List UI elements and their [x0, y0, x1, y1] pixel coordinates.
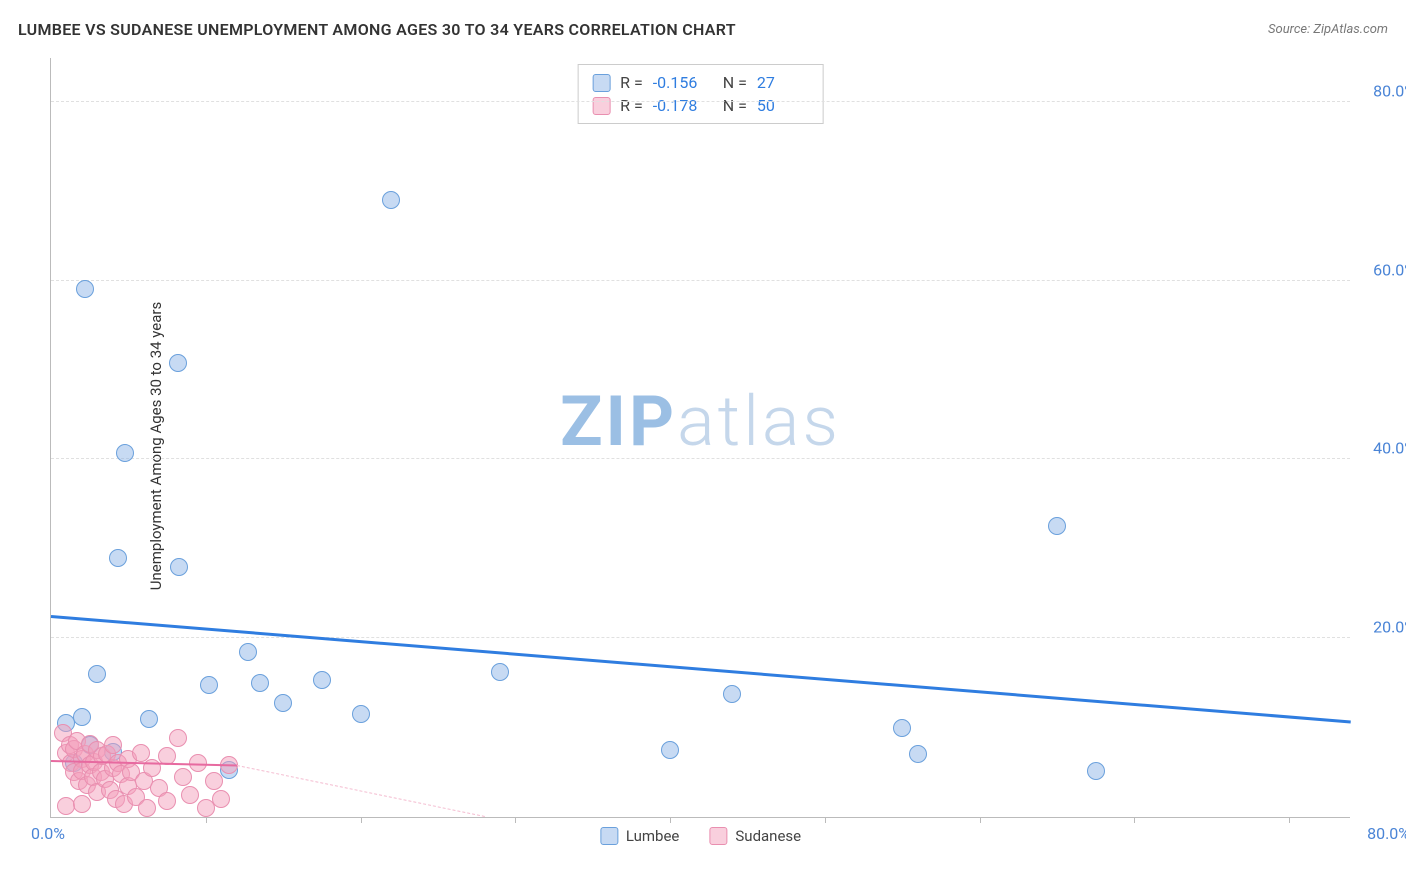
x-tick-mark [1289, 817, 1290, 823]
scatter-point [893, 719, 911, 737]
r-value: -0.178 [653, 96, 705, 115]
x-tick-mark [825, 817, 826, 823]
scatter-point [239, 643, 257, 661]
scatter-point [169, 354, 187, 372]
scatter-point [200, 676, 218, 694]
scatter-chart: ZIPatlas R =-0.156 N =27R =-0.178 N =50 … [50, 58, 1350, 818]
scatter-point [909, 745, 927, 763]
x-axis-max-label: 80.0% [1367, 824, 1406, 843]
scatter-point [723, 685, 741, 703]
scatter-point [1087, 762, 1105, 780]
y-tick-label: 40.0% [1356, 439, 1406, 458]
x-tick-mark [515, 817, 516, 823]
scatter-point [313, 671, 331, 689]
gridline-horizontal [51, 458, 1350, 459]
r-label: R = [620, 73, 643, 92]
x-tick-mark [1134, 817, 1135, 823]
scatter-point [138, 799, 156, 817]
gridline-horizontal [51, 280, 1350, 281]
scatter-point [212, 790, 230, 808]
x-axis-origin-label: 0.0% [31, 824, 65, 843]
scatter-point [251, 674, 269, 692]
r-label: R = [620, 96, 643, 115]
scatter-point [174, 768, 192, 786]
scatter-point [205, 772, 223, 790]
y-tick-label: 60.0% [1356, 260, 1406, 279]
legend-item: Sudanese [709, 827, 801, 845]
scatter-point [491, 663, 509, 681]
scatter-point [104, 736, 122, 754]
x-tick-mark [670, 817, 671, 823]
n-label: N = [715, 96, 747, 115]
x-tick-mark [206, 817, 207, 823]
n-value: 50 [757, 96, 809, 115]
scatter-point [1048, 517, 1066, 535]
legend-swatch [709, 827, 727, 845]
scatter-point [116, 444, 134, 462]
chart-title: LUMBEE VS SUDANESE UNEMPLOYMENT AMONG AG… [18, 20, 736, 39]
gridline-horizontal [51, 101, 1350, 102]
y-tick-label: 20.0% [1356, 618, 1406, 637]
scatter-point [140, 710, 158, 728]
scatter-point [73, 708, 91, 726]
scatter-point [73, 795, 91, 813]
series-swatch [592, 74, 610, 92]
legend-label: Sudanese [735, 827, 801, 845]
scatter-point [382, 191, 400, 209]
scatter-point [88, 665, 106, 683]
legend-item: Lumbee [600, 827, 680, 845]
n-label: N = [715, 73, 747, 92]
legend: Lumbee Sudanese [600, 827, 801, 845]
source-attribution: Source: ZipAtlas.com [1268, 22, 1388, 37]
scatter-point [352, 705, 370, 723]
x-tick-mark [980, 817, 981, 823]
r-value: -0.156 [653, 73, 705, 92]
correlation-stats-box: R = -0.156 N = 27 R = -0.178 N = 50 [577, 64, 824, 124]
stats-row: R = -0.156 N = 27 [592, 71, 809, 94]
scatter-point [661, 741, 679, 759]
stats-row: R = -0.178 N = 50 [592, 94, 809, 117]
scatter-point [181, 786, 199, 804]
scatter-point [109, 549, 127, 567]
y-tick-label: 80.0% [1356, 81, 1406, 100]
x-tick-mark [361, 817, 362, 823]
scatter-point [158, 792, 176, 810]
regression-line-extrapolated [237, 765, 485, 817]
gridline-horizontal [51, 637, 1350, 638]
legend-swatch [600, 827, 618, 845]
n-value: 27 [757, 73, 809, 92]
series-swatch [592, 97, 610, 115]
legend-label: Lumbee [626, 827, 680, 845]
regression-line [51, 615, 1351, 723]
scatter-point [170, 558, 188, 576]
watermark: ZIPatlas [560, 381, 841, 463]
scatter-point [76, 280, 94, 298]
scatter-point [274, 694, 292, 712]
scatter-point [169, 729, 187, 747]
